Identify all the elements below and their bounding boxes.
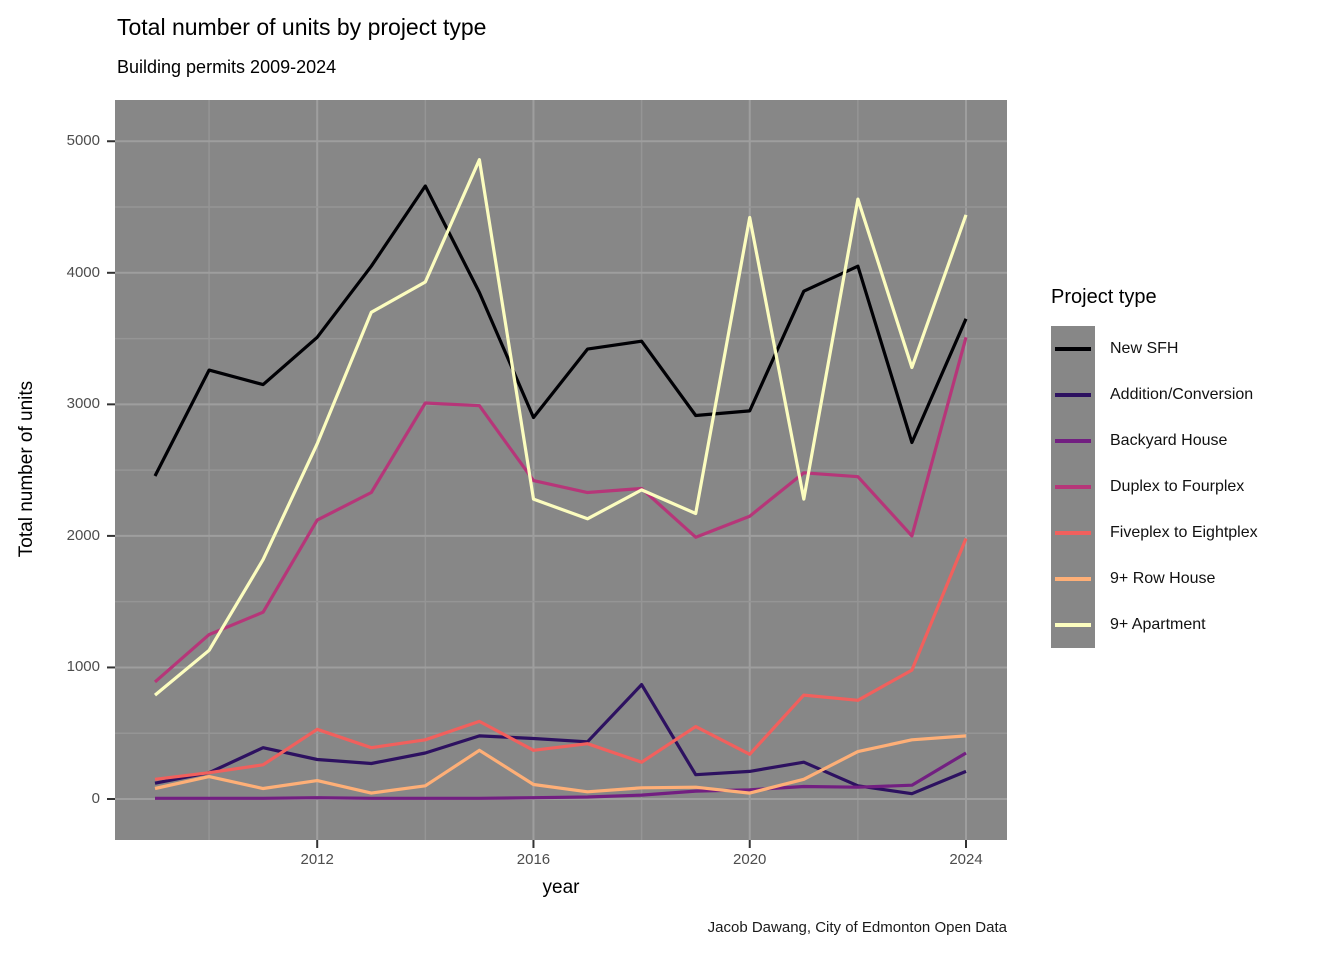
legend-key-addition-conversion [1051, 372, 1095, 418]
legend-label-addition-conversion: Addition/Conversion [1110, 386, 1254, 403]
legend-item-9-row-house: 9+ Row House [1051, 556, 1258, 602]
series-line-9-apartment [153, 158, 968, 697]
legend-label-9-apartment: 9+ Apartment [1110, 616, 1206, 633]
legend-key-9-apartment [1051, 602, 1095, 648]
series-line-addition-conversion [154, 682, 967, 796]
legend-key-line-9-row-house [1055, 577, 1091, 581]
legend-item-addition-conversion: Addition/Conversion [1051, 372, 1258, 418]
x-axis-title: year [542, 877, 580, 898]
legend: Project type New SFH Addition/Conversion B… [1051, 286, 1258, 648]
x-tick-label-2020: 2020 [733, 851, 767, 868]
legend-key-line-backyard-house [1055, 439, 1091, 443]
y-axis-title: Total number of units [16, 380, 37, 558]
x-tick-label-2024: 2024 [949, 851, 983, 868]
legend-item-duplex-to-fourplex: Duplex to Fourplex [1051, 464, 1258, 510]
chart-subtitle: Building permits 2009-2024 [117, 57, 337, 77]
legend-title: Project type [1051, 286, 1157, 308]
legend-key-line-new-sfh [1055, 347, 1091, 351]
series-line-duplex-to-fourplex [153, 336, 968, 684]
legend-key-duplex-to-fourplex [1051, 464, 1095, 510]
x-tick-label-2016: 2016 [516, 851, 551, 868]
legend-item-9-apartment: 9+ Apartment [1051, 602, 1258, 648]
legend-rows: New SFH Addition/Conversion Backyard House… [1051, 326, 1258, 648]
series-line-backyard-house [155, 751, 967, 800]
legend-label-new-sfh: New SFH [1110, 340, 1179, 357]
series-line-new-sfh [153, 184, 968, 477]
chart-title: Total number of units by project type [117, 14, 487, 40]
legend-key-new-sfh [1051, 326, 1095, 372]
legend-key-line-duplex-to-fourplex [1055, 485, 1091, 489]
series-line-fiveplex-to-eightplex [154, 537, 968, 781]
legend-key-line-fiveplex-to-eightplex [1055, 531, 1091, 535]
y-tick-label-0: 0 [91, 790, 100, 807]
x-tick-label-2012: 2012 [300, 851, 334, 868]
legend-key-fiveplex-to-eightplex [1051, 510, 1095, 556]
y-tick-label-1000: 1000 [66, 658, 100, 676]
legend-label-duplex-to-fourplex: Duplex to Fourplex [1110, 478, 1245, 495]
legend-item-backyard-house: Backyard House [1051, 418, 1258, 464]
legend-item-new-sfh: New SFH [1051, 326, 1258, 372]
legend-label-backyard-house: Backyard House [1110, 432, 1228, 449]
legend-label-9-row-house: 9+ Row House [1110, 570, 1216, 587]
y-tick-label-3000: 3000 [66, 395, 100, 413]
legend-label-fiveplex-to-eightplex: Fiveplex to Eightplex [1110, 524, 1258, 541]
y-tick-label-2000: 2000 [66, 526, 100, 544]
legend-item-fiveplex-to-eightplex: Fiveplex to Eightplex [1051, 510, 1258, 556]
legend-key-9-row-house [1051, 556, 1095, 602]
chart-caption: Jacob Dawang, City of Edmonton Open Data [707, 919, 1007, 936]
series-line-9-row-house [154, 734, 967, 795]
legend-key-line-addition-conversion [1055, 393, 1091, 397]
legend-key-backyard-house [1051, 418, 1095, 464]
y-tick-label-4000: 4000 [66, 263, 100, 281]
y-tick-label-5000: 5000 [66, 132, 100, 150]
legend-key-line-9-apartment [1055, 623, 1091, 627]
